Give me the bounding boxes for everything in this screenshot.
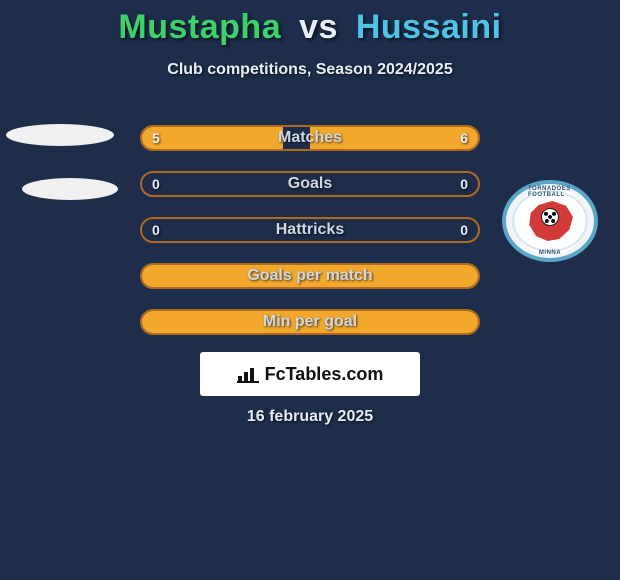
comparison-card: Mustapha vs Hussaini Club competitions, … (0, 0, 620, 580)
player1-avatar-placeholder (6, 124, 114, 146)
stat-row: Matches56 (140, 125, 480, 151)
soccer-ball-icon (541, 208, 559, 226)
club-logo-text-bottom: MINNA (539, 250, 561, 256)
stat-bar (140, 171, 480, 197)
stat-bar-left-fill (142, 127, 283, 149)
stat-row: Goals per match (140, 263, 480, 289)
stats-container: Matches56 Goals00 Hattricks00 Goals per mat… (140, 125, 480, 355)
brand-badge: FcTables.com (200, 352, 420, 396)
stat-row: Min per goal (140, 309, 480, 335)
stat-bar (140, 309, 480, 335)
stat-bar (140, 125, 480, 151)
player1-club-placeholder (22, 178, 118, 200)
title: Mustapha vs Hussaini (0, 8, 620, 47)
subtitle: Club competitions, Season 2024/2025 (0, 61, 620, 79)
brand-text: FcTables.com (265, 364, 384, 385)
player2-name: Hussaini (356, 8, 502, 46)
player1-name: Mustapha (118, 8, 281, 46)
stat-bar-right-fill (310, 127, 478, 149)
stat-bar (140, 217, 480, 243)
bar-chart-icon (237, 365, 259, 383)
player2-club-logo: TORNADOES FOOTBALL MINNA (502, 180, 598, 262)
stat-row: Goals00 (140, 171, 480, 197)
footer-date: 16 february 2025 (0, 408, 620, 426)
stat-row: Hattricks00 (140, 217, 480, 243)
vs-text: vs (299, 8, 338, 46)
stat-bar (140, 263, 480, 289)
club-logo-text-top: TORNADOES FOOTBALL (528, 186, 572, 198)
stat-bar-fill (142, 265, 478, 287)
stat-bar-fill (142, 311, 478, 333)
